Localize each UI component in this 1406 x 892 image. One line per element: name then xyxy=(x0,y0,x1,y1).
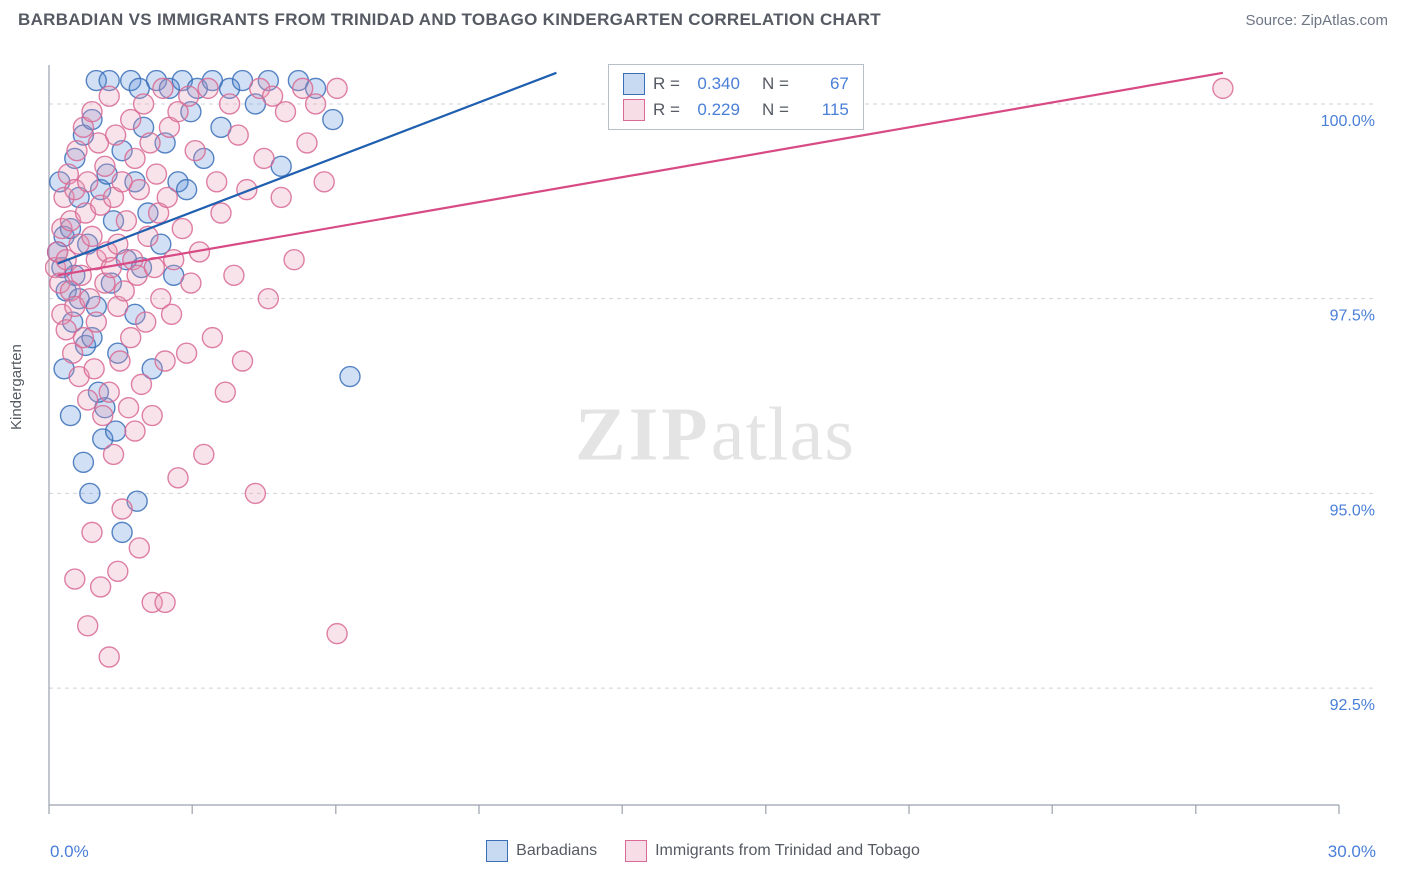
stats-row-barbadians: R = 0.340 N = 67 xyxy=(623,71,849,97)
r-value: 0.229 xyxy=(688,100,740,120)
swatch-trinidad-icon xyxy=(625,840,647,862)
legend-item-trinidad: Immigrants from Trinidad and Tobago xyxy=(625,840,920,862)
chart-area: 92.5%95.0%97.5%100.0% ZIPatlas xyxy=(45,55,1385,815)
legend-item-barbadians: Barbadians xyxy=(486,840,597,862)
n-value: 115 xyxy=(797,100,849,120)
legend-label: Barbadians xyxy=(516,842,597,860)
r-label: R = xyxy=(653,74,680,94)
stats-row-trinidad: R = 0.229 N = 115 xyxy=(623,97,849,123)
source-label: Source: ZipAtlas.com xyxy=(1245,12,1388,29)
svg-text:97.5%: 97.5% xyxy=(1330,308,1375,325)
r-label: R = xyxy=(653,100,680,120)
stats-box: R = 0.340 N = 67 R = 0.229 N = 115 xyxy=(608,64,864,130)
swatch-trinidad-icon xyxy=(623,99,645,121)
bottom-legend: Barbadians Immigrants from Trinidad and … xyxy=(0,840,1406,862)
swatch-barbadians-icon xyxy=(486,840,508,862)
r-value: 0.340 xyxy=(688,74,740,94)
legend-label: Immigrants from Trinidad and Tobago xyxy=(655,842,920,860)
n-value: 67 xyxy=(797,74,849,94)
n-label: N = xyxy=(762,74,789,94)
scatter-plot-svg: 92.5% 95.0% 97.5% 100.0% xyxy=(45,55,1385,815)
n-label: N = xyxy=(762,100,789,120)
svg-text:100.0%: 100.0% xyxy=(1321,113,1375,130)
y-axis-label: Kindergarten xyxy=(8,344,25,430)
svg-text:92.5%: 92.5% xyxy=(1330,697,1375,714)
swatch-barbadians-icon xyxy=(623,73,645,95)
chart-title: BARBADIAN VS IMMIGRANTS FROM TRINIDAD AN… xyxy=(18,10,881,30)
svg-text:95.0%: 95.0% xyxy=(1330,502,1375,519)
